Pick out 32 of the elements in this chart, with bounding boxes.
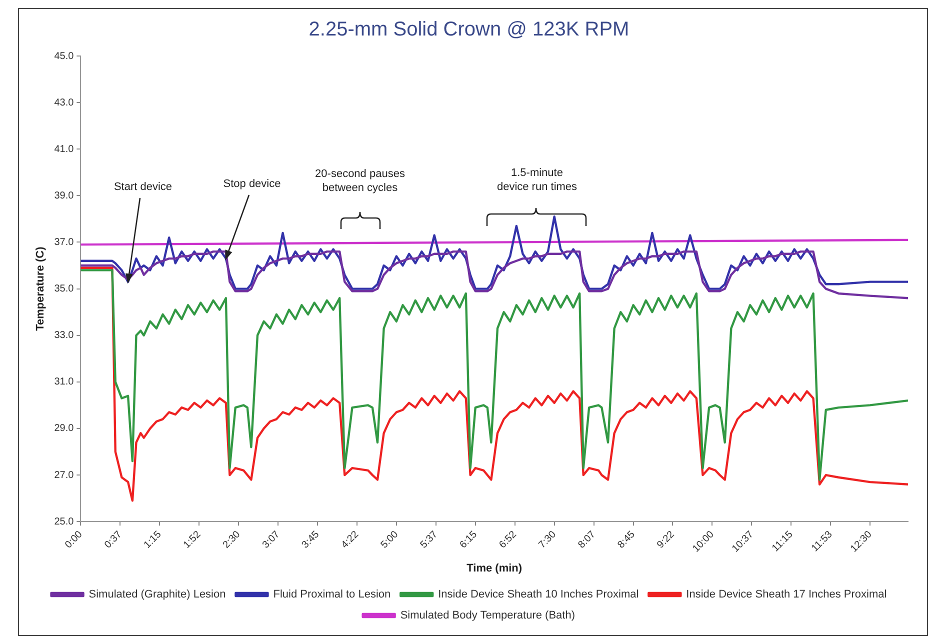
y-tick-label: 33.0 — [54, 330, 74, 342]
y-tick-label: 43.0 — [54, 97, 74, 108]
x-tick-label: 1:52 — [182, 528, 204, 551]
y-tick-label: 37.0 — [54, 237, 74, 248]
annotation: Stop device — [223, 177, 281, 191]
x-tick-label: 0:00 — [63, 528, 86, 551]
x-tick-label: 9:22 — [655, 528, 678, 551]
x-tick-label: 5:00 — [378, 528, 401, 551]
y-tick-label: 27.0 — [54, 470, 74, 481]
x-tick-label: 6:15 — [458, 528, 480, 551]
y-tick-label: 45.0 — [54, 50, 74, 62]
x-tick-label: 0:37 — [102, 528, 125, 551]
annotation: 1.5-minute device run times — [496, 166, 578, 194]
x-tick-label: 6:52 — [497, 528, 520, 551]
x-axis-title: Time (min) — [466, 562, 522, 574]
legend-label: Simulated (Graphite) Lesion — [88, 588, 226, 601]
y-tick-label: 39.0 — [54, 190, 74, 202]
y-tick-label: 31.0 — [54, 376, 74, 388]
x-tick-label: 7:30 — [536, 528, 559, 551]
y-tick-label: 41.0 — [54, 144, 74, 155]
annotation: Start device — [114, 180, 172, 194]
legend-label: Simulated Body Temperature (Bath) — [400, 610, 575, 622]
x-tick-label: 4:22 — [339, 528, 362, 551]
legend-label: Fluid Proximal to Lesion — [273, 588, 391, 601]
legend-label: Inside Device Sheath 17 Inches Proximal — [686, 588, 887, 601]
legend-label: Inside Device Sheath 10 Inches Proximal — [438, 588, 639, 601]
y-tick-label: 35.0 — [54, 284, 74, 295]
chart-title: 2.25-mm Solid Crown @ 123K RPM — [308, 18, 630, 41]
y-tick-label: 25.0 — [54, 516, 74, 528]
y-tick-label: 29.0 — [54, 423, 74, 434]
y-axis-title: Temperature (C) — [34, 246, 47, 331]
annotation: 20-second pauses between cycles — [315, 167, 405, 195]
